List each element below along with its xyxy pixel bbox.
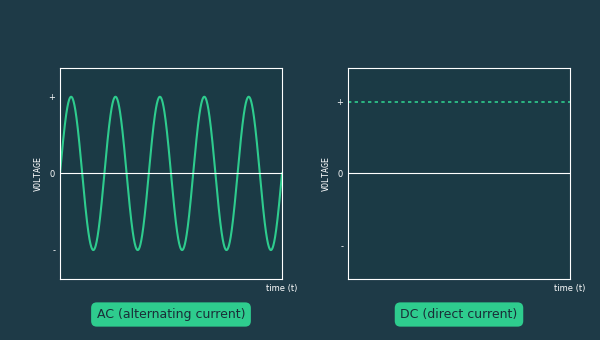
Y-axis label: VOLTAGE: VOLTAGE bbox=[322, 156, 331, 191]
Text: AC (alternating current): AC (alternating current) bbox=[97, 308, 245, 321]
Y-axis label: VOLTAGE: VOLTAGE bbox=[34, 156, 43, 191]
Text: DC (direct current): DC (direct current) bbox=[400, 308, 518, 321]
